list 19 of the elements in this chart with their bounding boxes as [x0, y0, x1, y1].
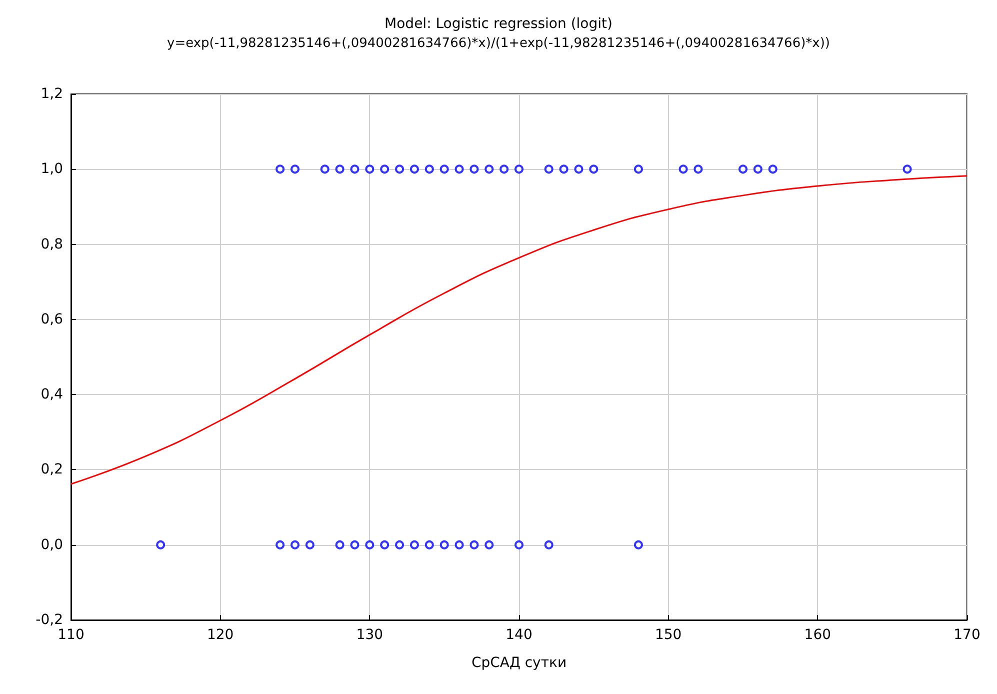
x-tick-label: 140: [506, 627, 532, 643]
x-tick-label: 160: [804, 627, 832, 643]
line-series: [70, 175, 968, 485]
x-tick-label: 130: [356, 627, 384, 643]
y-tick-label: 0,0: [40, 536, 63, 553]
x-tick-label: 110: [58, 627, 84, 643]
y-tick-label: 0,4: [40, 386, 64, 403]
x-tick-label: 150: [654, 627, 682, 643]
y-tick-label: 0,6: [40, 311, 64, 328]
y-tick-label: -0,2: [36, 612, 63, 628]
x-axis-title: СрСАД сутки: [471, 655, 567, 671]
chart-title: Model: Logistic regression (logit): [384, 16, 612, 32]
chart-subtitle: y=exp(-11,98281235146+(,09400281634766)*x)/(1+exp(-11,98281235146+(,09400281634766)*x)): [167, 36, 830, 51]
x-tick-label: 120: [206, 627, 234, 643]
y-tick-label: 1,2: [40, 86, 63, 102]
y-tick-label: 0,2: [40, 462, 63, 478]
y-tick-label: 1,0: [40, 161, 63, 178]
x-tick-label: 170: [954, 627, 980, 643]
y-tick-label: 0,8: [40, 236, 63, 252]
